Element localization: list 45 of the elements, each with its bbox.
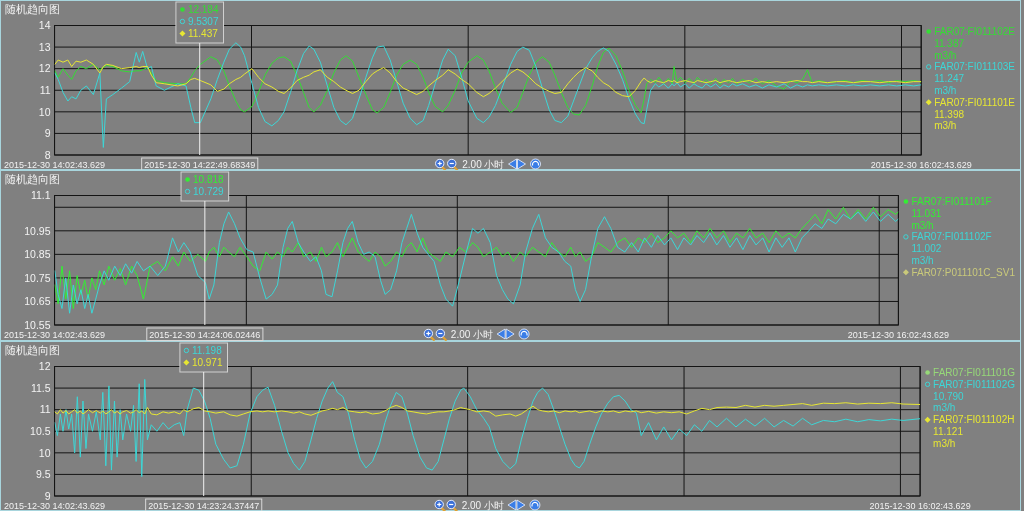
y-tick-label: 10.55 (24, 318, 51, 331)
chart-title: 随机趋向图 (5, 173, 60, 185)
y-tick-label: 10 (38, 446, 51, 459)
y-tick-label: 12 (38, 360, 51, 373)
legend-label: FAR07:FI011101G (933, 367, 1016, 378)
series-label: FAR07:FI011101F 11.031 m3/h (911, 196, 992, 231)
annotation: 9.5307 (187, 16, 219, 27)
x-tick-label: 2015-12-30 14:02:43.629 (4, 159, 106, 170)
x-tick-label: 2015-12-30 16:02:43.629 (869, 500, 971, 511)
y-tick-label: 8 (44, 148, 51, 161)
ref-line-label: 2015-12-30 14:22:49.68349 (144, 159, 256, 170)
legend-label: FAR07:FI011102G 10.790 m3/h (933, 378, 1016, 414)
y-tick-label: 10.95 (24, 224, 51, 237)
y-tick-label: 11.1 (30, 189, 51, 202)
y-tick-label: 11 (39, 83, 51, 96)
y-tick-label: 13 (38, 40, 51, 53)
y-tick-label: 12 (38, 62, 51, 75)
annotation: 10.729 (193, 186, 225, 197)
y-tick-label: 10.65 (24, 295, 51, 308)
y-tick-label: 10.5 (30, 424, 51, 437)
x-tick-label: 2015-12-30 14:02:43.629 (4, 500, 106, 511)
legend-label: FAR07:FI011102H 11.121 m3/h (933, 414, 1015, 449)
y-tick-label: 10.75 (24, 271, 51, 284)
x-tick-label: 2015-12-30 16:02:43.629 (870, 159, 972, 170)
annotation: 10.971 (191, 357, 223, 368)
y-tick-label: 9.5 (35, 468, 51, 481)
legend-label: FAR07:P011101C_SV1 (911, 266, 1016, 278)
y-tick-label: 11 (39, 403, 51, 416)
y-tick-label: 10.85 (24, 248, 51, 261)
y-tick-label: 11.5 (30, 381, 51, 394)
text: FAR07:FI011102E 11.387 m3/h (934, 26, 1015, 61)
annotation: 11.437 (187, 28, 219, 39)
y-tick-label: 9 (44, 489, 51, 502)
legend-label: FAR07:FI011103E 11.247 m3/h (934, 61, 1016, 96)
ref-line-label: 2015-12-30 14:23:24.37447 (148, 500, 260, 511)
ref-line-label: 2015-12-30 14:24:06.02446 (149, 329, 261, 340)
x-tick-label: 2015-12-30 16:02:43.629 (847, 329, 949, 340)
y-tick-label: 10 (38, 105, 51, 118)
chart-title: 随机趋向图 (5, 3, 60, 15)
y-tick-label: 9 (44, 127, 51, 140)
chart-title: 随机趋向图 (5, 344, 60, 356)
x-tick-label: 2015-12-30 14:02:43.629 (4, 329, 106, 340)
legend-label: FAR07:FI011102F 11.002 m3/h (911, 231, 992, 266)
y-tick-label: 14 (38, 19, 51, 32)
legend-label: FAR07:FI011101E 11.398 m3/h (934, 96, 1016, 132)
